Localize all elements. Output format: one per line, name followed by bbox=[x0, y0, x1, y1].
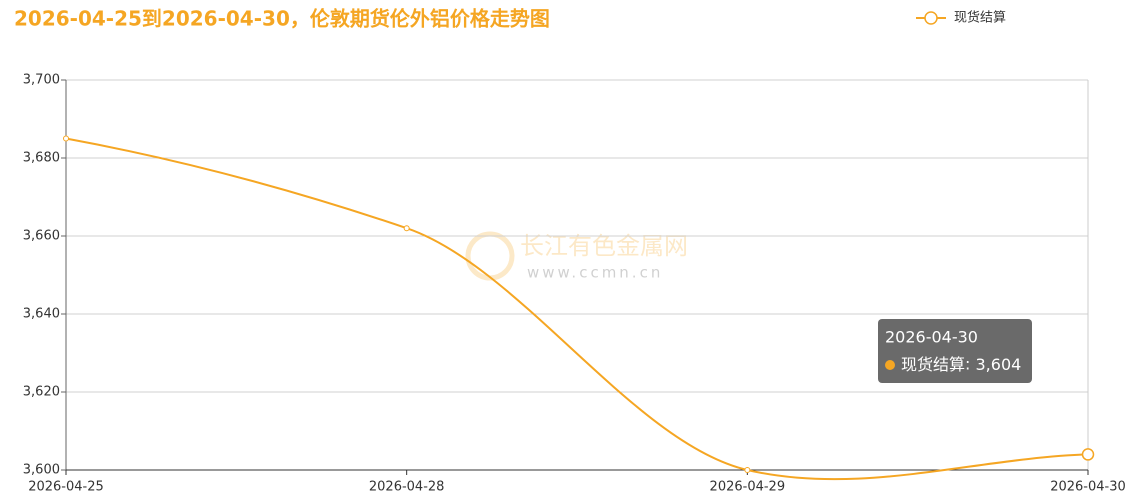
point bbox=[403, 225, 410, 232]
y-tick-label: 3,620 bbox=[23, 385, 60, 400]
point bbox=[63, 135, 69, 142]
x-tick-label: 2026-04-29 bbox=[710, 480, 786, 495]
point bbox=[744, 467, 751, 473]
tooltip-series: 现货结算 bbox=[901, 355, 965, 374]
watermark-url: www.ccmn.cn bbox=[527, 264, 663, 282]
tooltip-label: 现货结算: 3,604 bbox=[901, 355, 1021, 374]
x-tick-label: 2026-04-25 bbox=[28, 480, 104, 495]
legend-label: 现货结算 bbox=[954, 10, 1006, 26]
y-tick-label: 3,660 bbox=[23, 229, 60, 244]
tooltip-box bbox=[878, 319, 1032, 383]
tooltip-value: 3,604 bbox=[976, 355, 1022, 374]
watermark-name: 长江有色金属网 bbox=[520, 232, 688, 260]
tooltip-dot bbox=[885, 360, 895, 370]
point bbox=[1081, 448, 1095, 461]
y-tick-label: 3,680 bbox=[23, 151, 60, 166]
tooltip: 2026-04-30 现货结算: 3,604 bbox=[878, 319, 1032, 383]
chart-title: 2026-04-25到2026-04-30，伦敦期货伦外铝价格走势图 bbox=[14, 7, 550, 31]
legend-marker bbox=[924, 11, 938, 25]
watermark-logo bbox=[465, 231, 515, 281]
x-tick-label: 2026-04-30 bbox=[1050, 480, 1126, 495]
y-tick-label: 3,600 bbox=[23, 463, 60, 478]
legend: 现货结算 bbox=[916, 10, 1006, 26]
line bbox=[65, 137, 1089, 481]
x-tick-label: 2026-04-28 bbox=[369, 480, 445, 495]
y-tick-label: 3,640 bbox=[23, 307, 60, 322]
tooltip-title: 2026-04-30 bbox=[885, 328, 978, 347]
watermark: 长江有色金属网 www.ccmn.cn bbox=[465, 231, 688, 282]
y-tick-label: 3,700 bbox=[23, 73, 60, 88]
